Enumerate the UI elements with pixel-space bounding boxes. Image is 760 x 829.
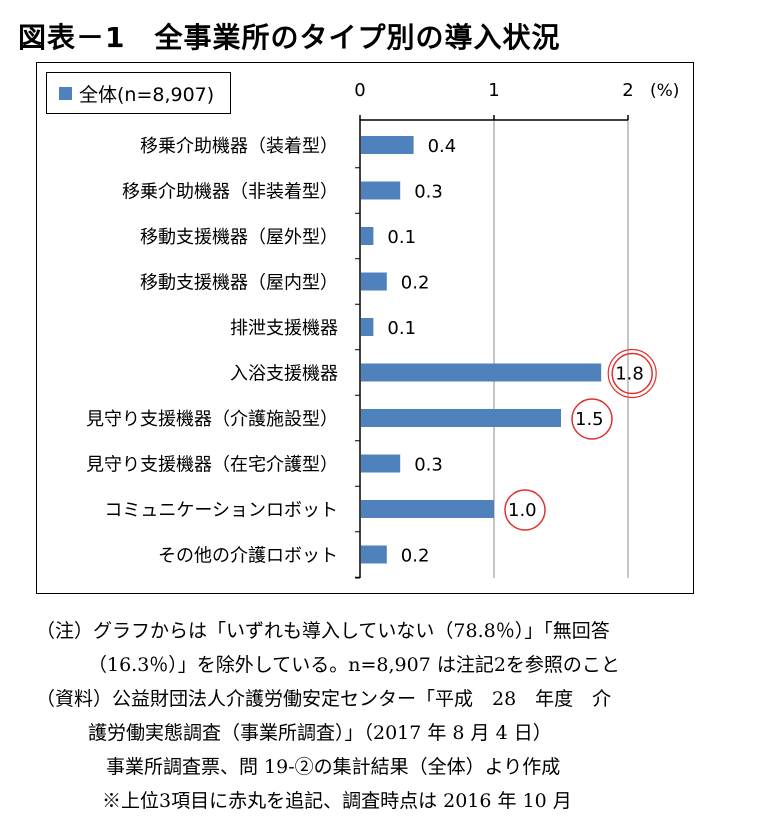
bar — [361, 454, 401, 473]
bar — [361, 545, 387, 564]
x-tick-label: 2 — [622, 80, 633, 101]
x-unit-label: (%) — [650, 81, 679, 101]
chart-frame — [36, 62, 694, 594]
category-label: 見守り支援機器（在宅介護型） — [86, 455, 338, 476]
x-tick-label: 1 — [488, 80, 499, 101]
bar — [361, 363, 602, 382]
highlight-circle — [504, 489, 546, 531]
bar-chart: 0 1 2 (%) 移乗介助機器（装着型） 0.4 移乗介助機器（非装着型） 0.3 移動支援機… — [86, 80, 679, 579]
value-label: 0.1 — [387, 318, 416, 339]
category-label: その他の介護ロボット — [158, 546, 338, 567]
value-label: 0.2 — [401, 546, 430, 567]
value-label: 1.8 — [615, 364, 644, 385]
bar — [361, 272, 387, 291]
bar — [361, 409, 561, 427]
category-label: 移動支援機器（屋外型） — [140, 227, 338, 248]
category-label: コミュニケーションロボット — [104, 500, 338, 521]
note-line: 護労働実態調査（事業所調査）」（2017 年 8 月 4 日） — [88, 722, 552, 744]
bar — [361, 500, 494, 518]
note-line: （16.3％）」を除外している。n=8,907 は注記2を参照のこと — [88, 654, 620, 676]
bar — [361, 136, 414, 154]
note-line: （注）グラフからは「いずれも導入していない（78.8％）」「無回答 — [36, 620, 610, 642]
highlight-circle — [571, 398, 613, 440]
notes: （注）グラフからは「いずれも導入していない（78.8％）」「無回答 （16.3％… — [36, 614, 736, 818]
legend-swatch — [59, 86, 72, 100]
category-label: 入浴支援機器 — [230, 364, 338, 385]
legend-label: 全体(n=8,907) — [79, 83, 215, 106]
note-line: （資料）公益財団法人介護労働安定センター「平成 28 年度 介 — [36, 688, 612, 710]
note-line: 事業所調査票、問 19-②の集計結果（全体）より作成 — [106, 756, 561, 778]
category-label: 移乗介助機器（装着型） — [140, 136, 338, 157]
value-label: 0.3 — [414, 455, 443, 476]
value-label: 0.4 — [428, 136, 457, 157]
category-label: 移乗介助機器（非装着型） — [122, 182, 338, 203]
bar — [361, 181, 401, 200]
category-label: 見守り支援機器（介護施設型） — [86, 409, 338, 430]
bar — [361, 318, 374, 336]
x-tick-label: 0 — [354, 80, 365, 101]
value-label: 0.3 — [414, 182, 443, 203]
value-label: 0.1 — [387, 227, 416, 248]
highlight-circle — [607, 348, 657, 399]
bar — [361, 227, 374, 245]
note-line: ※上位3項目に赤丸を追記、調査時点は 2016 年 10 月 — [102, 790, 572, 812]
category-label: 移動支援機器（屋内型） — [140, 273, 338, 294]
legend: 全体(n=8,907) — [46, 72, 231, 114]
value-label: 0.2 — [401, 273, 430, 294]
category-label: 排泄支援機器 — [230, 318, 338, 339]
value-label: 1.5 — [575, 409, 604, 430]
value-label: 1.0 — [508, 500, 537, 521]
highlight-circle — [611, 352, 653, 395]
chart-title: 図表－1 全事業所のタイプ別の導入状況 — [18, 21, 561, 54]
